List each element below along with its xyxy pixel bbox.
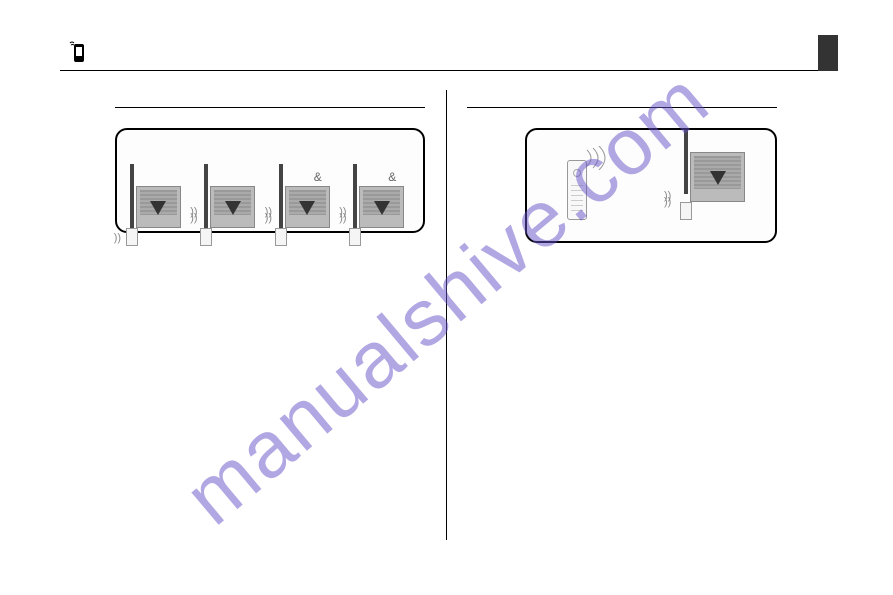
right-instruction-figure: )))) <box>525 128 777 243</box>
shutter-diagram-1: )) <box>136 186 181 228</box>
sound-wave-icon: )))) <box>664 193 671 206</box>
remote-control-icon <box>567 160 587 220</box>
motor-unit-icon <box>126 228 138 246</box>
ampersand-label: & <box>314 170 322 184</box>
motor-unit-icon <box>200 228 212 246</box>
right-section-underline <box>467 107 777 108</box>
panel-4: )))) & <box>347 186 404 228</box>
shutter-window-icon <box>210 186 255 228</box>
motor-unit-icon <box>680 202 692 220</box>
shutter-diagram-3: & <box>285 186 330 228</box>
motor-rod-icon <box>279 164 283 228</box>
motor-unit-icon <box>349 228 361 246</box>
shutter-diagram-2 <box>210 186 255 228</box>
motor-rod-icon <box>353 164 357 228</box>
down-arrow-icon <box>150 201 166 215</box>
center-column-divider <box>446 90 447 540</box>
phone-signal-icon <box>68 40 88 69</box>
ampersand-label: & <box>388 170 396 184</box>
shutter-window-icon <box>285 186 330 228</box>
left-figure-panels: )) )))) )))) & <box>127 138 413 228</box>
down-arrow-icon <box>374 201 390 215</box>
shutter-window-icon <box>136 186 181 228</box>
motor-rod-icon <box>130 164 134 228</box>
motor-rod-icon <box>204 164 208 228</box>
shutter-window-icon <box>690 152 745 202</box>
motor-rod-icon <box>684 130 688 194</box>
down-arrow-icon <box>299 201 315 215</box>
down-arrow-icon <box>225 201 241 215</box>
panel-2: )))) <box>198 186 255 228</box>
sound-wave-icon: )) <box>114 235 121 242</box>
shutter-diagram-right: )))) <box>690 152 745 202</box>
shutter-with-motor: )))) <box>690 152 745 207</box>
header-divider-line <box>60 70 833 71</box>
page-tab-marker <box>818 35 838 71</box>
shutter-diagram-4: & <box>359 186 404 228</box>
panel-3: )))) & <box>273 186 330 228</box>
left-instruction-figure: )) )))) )))) & <box>115 128 425 233</box>
remote-with-signal <box>567 160 587 220</box>
sound-wave-icon: )))) <box>339 209 346 222</box>
left-section-underline <box>115 107 425 108</box>
sound-wave-icon: )))) <box>265 209 272 222</box>
motor-unit-icon <box>275 228 287 246</box>
down-arrow-icon <box>710 171 726 185</box>
panel-1: )) <box>136 186 181 228</box>
shutter-window-icon <box>359 186 404 228</box>
sound-wave-icon: )))) <box>190 209 197 222</box>
signal-wave-icon <box>585 146 615 175</box>
